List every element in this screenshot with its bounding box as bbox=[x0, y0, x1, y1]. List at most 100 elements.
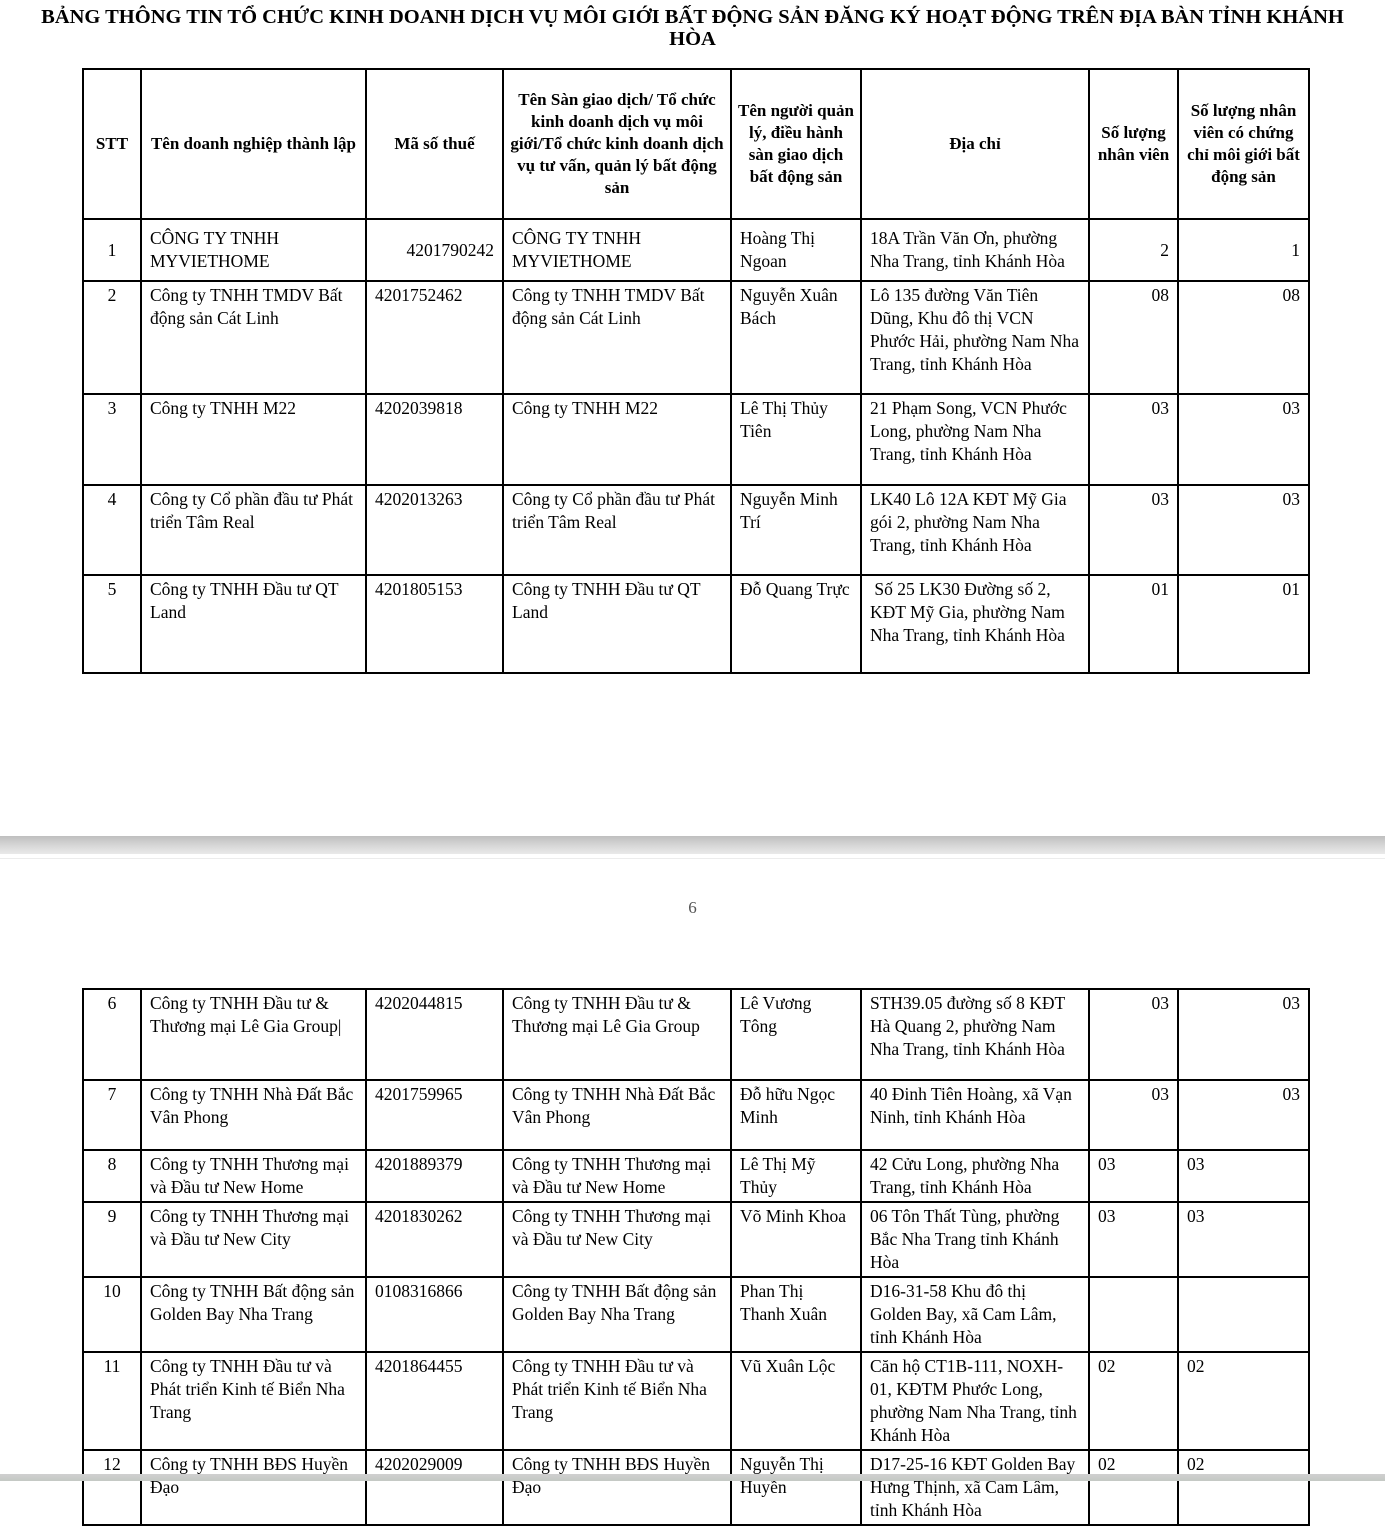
cell-address[interactable]: 21 Phạm Song, VCN Phước Long, phường Nam… bbox=[860, 393, 1090, 486]
cell-staff[interactable]: 02 bbox=[1088, 1351, 1179, 1451]
cell-manager[interactable]: Nguyễn Thị Huyền bbox=[730, 1449, 862, 1526]
cell-tax[interactable]: 4201864455 bbox=[365, 1351, 504, 1451]
cell-certified[interactable]: 08 bbox=[1177, 280, 1310, 395]
cell-staff[interactable]: 02 bbox=[1088, 1449, 1179, 1526]
cell-stt[interactable]: 12 bbox=[82, 1449, 142, 1526]
cell-tax[interactable]: 4201889379 bbox=[365, 1149, 504, 1203]
cell-staff[interactable] bbox=[1088, 1276, 1179, 1353]
cell-org[interactable]: Công ty TNHH M22 bbox=[502, 393, 732, 486]
cell-stt[interactable]: 9 bbox=[82, 1201, 142, 1278]
cell-org[interactable]: Công ty TNHH Nhà Đất Bắc Vân Phong bbox=[502, 1079, 732, 1151]
cell-staff[interactable]: 08 bbox=[1088, 280, 1179, 395]
cell-stt[interactable]: 7 bbox=[82, 1079, 142, 1151]
cell-manager[interactable]: Phan Thị Thanh Xuân bbox=[730, 1276, 862, 1353]
cell-tax[interactable]: 4202044815 bbox=[365, 988, 504, 1081]
cell-manager[interactable]: Võ Minh Khoa bbox=[730, 1201, 862, 1278]
cell-org[interactable]: Công ty TNHH Bất động sản Golden Bay Nha… bbox=[502, 1276, 732, 1353]
header-manager[interactable]: Tên người quản lý, điều hành sàn giao dị… bbox=[730, 68, 862, 220]
cell-tax[interactable]: 0108316866 bbox=[365, 1276, 504, 1353]
cell-company[interactable]: Công ty TNHH Đầu tư QT Land bbox=[140, 574, 367, 674]
cell-manager[interactable]: Lê Thị Thủy Tiên bbox=[730, 393, 862, 486]
cell-company[interactable]: Công ty TNHH Đầu tư và Phát triển Kinh t… bbox=[140, 1351, 367, 1451]
cell-org[interactable]: Công ty TNHH Đầu tư & Thương mại Lê Gia … bbox=[502, 988, 732, 1081]
cell-org[interactable]: Công ty TNHH Thương mại và Đầu tư New Ho… bbox=[502, 1149, 732, 1203]
cell-company[interactable]: Công ty TNHH Bất động sản Golden Bay Nha… bbox=[140, 1276, 367, 1353]
cell-address[interactable]: Số 25 LK30 Đường số 2, KĐT Mỹ Gia, phườn… bbox=[860, 574, 1090, 674]
cell-stt[interactable]: 8 bbox=[82, 1149, 142, 1203]
header-certified[interactable]: Số lượng nhân viên có chứng chỉ môi giới… bbox=[1177, 68, 1310, 220]
cell-company[interactable]: Công ty TNHH Nhà Đất Bắc Vân Phong bbox=[140, 1079, 367, 1151]
cell-tax[interactable]: 4202039818 bbox=[365, 393, 504, 486]
cell-certified[interactable]: 1 bbox=[1177, 218, 1310, 282]
cell-certified[interactable]: 03 bbox=[1177, 1201, 1310, 1278]
cell-manager[interactable]: Nguyễn Xuân Bách bbox=[730, 280, 862, 395]
cell-address[interactable]: Lô 135 đường Văn Tiên Dũng, Khu đô thị V… bbox=[860, 280, 1090, 395]
cell-org[interactable]: Công ty TNHH Đầu tư QT Land bbox=[502, 574, 732, 674]
cell-manager[interactable]: Đỗ Quang Trực bbox=[730, 574, 862, 674]
cell-certified[interactable]: 03 bbox=[1177, 1149, 1310, 1203]
cell-address[interactable]: 42 Cửu Long, phường Nha Trang, tỉnh Khán… bbox=[860, 1149, 1090, 1203]
cell-address[interactable]: STH39.05 đường số 8 KĐT Hà Quang 2, phườ… bbox=[860, 988, 1090, 1081]
cell-stt[interactable]: 10 bbox=[82, 1276, 142, 1353]
cell-staff[interactable]: 2 bbox=[1088, 218, 1179, 282]
cell-stt[interactable]: 2 bbox=[82, 280, 142, 395]
cell-company[interactable]: Công ty TNHH Thương mại và Đầu tư New Ci… bbox=[140, 1201, 367, 1278]
header-staff[interactable]: Số lượng nhân viên bbox=[1088, 68, 1179, 220]
cell-company[interactable]: Công ty TNHH BĐS Huyền Đạo bbox=[140, 1449, 367, 1526]
cell-tax[interactable]: 4201805153 bbox=[365, 574, 504, 674]
cell-certified[interactable]: 03 bbox=[1177, 988, 1310, 1081]
cell-tax[interactable]: 4201759965 bbox=[365, 1079, 504, 1151]
cell-address[interactable]: D16-31-58 Khu đô thị Golden Bay, xã Cam … bbox=[860, 1276, 1090, 1353]
cell-stt[interactable]: 3 bbox=[82, 393, 142, 486]
cell-company[interactable]: Công ty TNHH M22 bbox=[140, 393, 367, 486]
cell-org[interactable]: CÔNG TY TNHH MYVIETHOME bbox=[502, 218, 732, 282]
header-company[interactable]: Tên doanh nghiệp thành lập bbox=[140, 68, 367, 220]
cell-stt[interactable]: 4 bbox=[82, 484, 142, 576]
header-tax[interactable]: Mã số thuế bbox=[365, 68, 504, 220]
cell-certified[interactable]: 01 bbox=[1177, 574, 1310, 674]
document-title[interactable]: BẢNG THÔNG TIN TỔ CHỨC KINH DOANH DỊCH V… bbox=[41, 6, 1344, 50]
cell-tax[interactable]: 4201830262 bbox=[365, 1201, 504, 1278]
cell-certified[interactable]: 03 bbox=[1177, 484, 1310, 576]
cell-certified[interactable]: 03 bbox=[1177, 393, 1310, 486]
cell-org[interactable]: Công ty TNHH Đầu tư và Phát triển Kinh t… bbox=[502, 1351, 732, 1451]
cell-manager[interactable]: Hoàng Thị Ngoan bbox=[730, 218, 862, 282]
header-address[interactable]: Địa chỉ bbox=[860, 68, 1090, 220]
header-org[interactable]: Tên Sàn giao dịch/ Tổ chức kinh doanh dị… bbox=[502, 68, 732, 220]
cell-address[interactable]: 18A Trần Văn Ơn, phường Nha Trang, tỉnh … bbox=[860, 218, 1090, 282]
cell-staff[interactable]: 03 bbox=[1088, 1149, 1179, 1203]
cell-staff[interactable]: 03 bbox=[1088, 988, 1179, 1081]
cell-certified[interactable] bbox=[1177, 1276, 1310, 1353]
cell-org[interactable]: Công ty TNHH Thương mại và Đầu tư New Ci… bbox=[502, 1201, 732, 1278]
cell-address[interactable]: D17-25-16 KĐT Golden Bay Hưng Thịnh, xã … bbox=[860, 1449, 1090, 1526]
cell-company[interactable]: CÔNG TY TNHH MYVIETHOME bbox=[140, 218, 367, 282]
cell-org[interactable]: Công ty Cổ phần đầu tư Phát triển Tâm Re… bbox=[502, 484, 732, 576]
cell-staff[interactable]: 01 bbox=[1088, 574, 1179, 674]
cell-address[interactable]: 06 Tôn Thất Tùng, phường Bắc Nha Trang t… bbox=[860, 1201, 1090, 1278]
cell-manager[interactable]: Đỗ hữu Ngọc Minh bbox=[730, 1079, 862, 1151]
cell-manager[interactable]: Vũ Xuân Lộc bbox=[730, 1351, 862, 1451]
cell-company[interactable]: Công ty TNHH TMDV Bất động sản Cát Linh bbox=[140, 280, 367, 395]
cell-certified[interactable]: 03 bbox=[1177, 1079, 1310, 1151]
cell-org[interactable]: Công ty TNHH BĐS Huyền Đạo bbox=[502, 1449, 732, 1526]
cell-manager[interactable]: Lê Thị Mỹ Thủy bbox=[730, 1149, 862, 1203]
cell-org[interactable]: Công ty TNHH TMDV Bất động sản Cát Linh bbox=[502, 280, 732, 395]
cell-address[interactable]: Căn hộ CT1B-111, NOXH-01, KĐTM Phước Lon… bbox=[860, 1351, 1090, 1451]
cell-certified[interactable]: 02 bbox=[1177, 1351, 1310, 1451]
cell-stt[interactable]: 6 bbox=[82, 988, 142, 1081]
cell-stt[interactable]: 1 bbox=[82, 218, 142, 282]
cell-tax[interactable]: 4201752462 bbox=[365, 280, 504, 395]
cell-stt[interactable]: 5 bbox=[82, 574, 142, 674]
cell-staff[interactable]: 03 bbox=[1088, 1201, 1179, 1278]
cell-tax[interactable]: 4201790242 bbox=[365, 218, 504, 282]
cell-tax[interactable]: 4202013263 bbox=[365, 484, 504, 576]
cell-staff[interactable]: 03 bbox=[1088, 1079, 1179, 1151]
cell-staff[interactable]: 03 bbox=[1088, 484, 1179, 576]
cell-stt[interactable]: 11 bbox=[82, 1351, 142, 1451]
cell-staff[interactable]: 03 bbox=[1088, 393, 1179, 486]
cell-manager[interactable]: Lê Vương Tông bbox=[730, 988, 862, 1081]
cell-company[interactable]: Công ty TNHH Đầu tư & Thương mại Lê Gia … bbox=[140, 988, 367, 1081]
cell-company[interactable]: Công ty Cổ phần đầu tư Phát triển Tâm Re… bbox=[140, 484, 367, 576]
cell-company[interactable]: Công ty TNHH Thương mại và Đầu tư New Ho… bbox=[140, 1149, 367, 1203]
cell-certified[interactable]: 02 bbox=[1177, 1449, 1310, 1526]
